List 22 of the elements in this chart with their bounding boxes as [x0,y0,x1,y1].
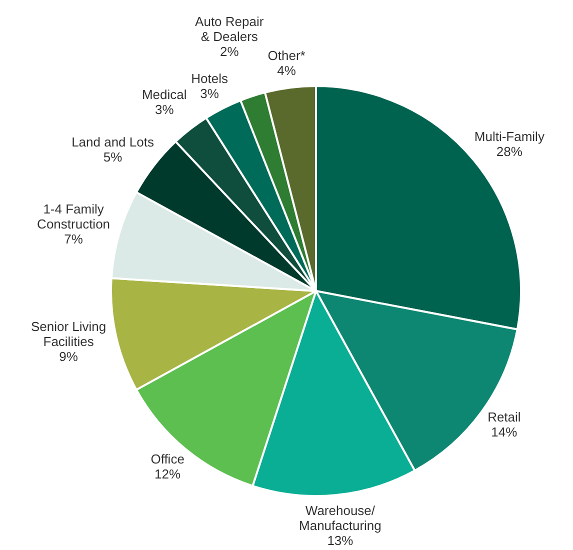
data-label: 12% [154,466,182,482]
slice-label: Retail [488,410,521,425]
data-label: 3% [200,86,220,102]
data-label: 28% [496,144,523,160]
slice-label: Medical [142,87,187,102]
slice-label: Auto Repair & Dealers [195,14,264,44]
slice-label: Multi-Family [474,129,545,144]
slice-label: Office [150,452,184,467]
data-label: 2% [220,44,240,60]
slice-label: Other* [268,48,306,63]
slice-label: Land and Lots [72,134,154,150]
data-label: 4% [277,62,296,78]
data-label: 3% [154,102,174,118]
slice-label: Senior Living Facilities [30,319,106,350]
slice-label: Hotels [191,71,228,86]
data-label: 13% [327,533,354,548]
data-label: 5% [103,150,123,165]
slice-label: 1-4 Family Construction [37,202,110,232]
data-label: 7% [64,232,84,247]
data-label: 14% [491,424,518,440]
data-label: 9% [59,349,78,364]
slice-label: Warehouse/ Manufacturing [299,503,382,534]
